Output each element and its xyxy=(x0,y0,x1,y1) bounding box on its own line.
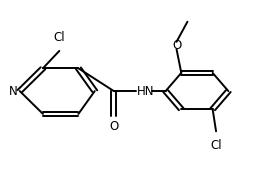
Text: O: O xyxy=(172,39,181,52)
Text: O: O xyxy=(109,120,118,133)
Text: Cl: Cl xyxy=(210,139,222,152)
Text: Cl: Cl xyxy=(53,31,65,44)
Text: HN: HN xyxy=(137,85,155,98)
Text: N: N xyxy=(9,85,18,98)
